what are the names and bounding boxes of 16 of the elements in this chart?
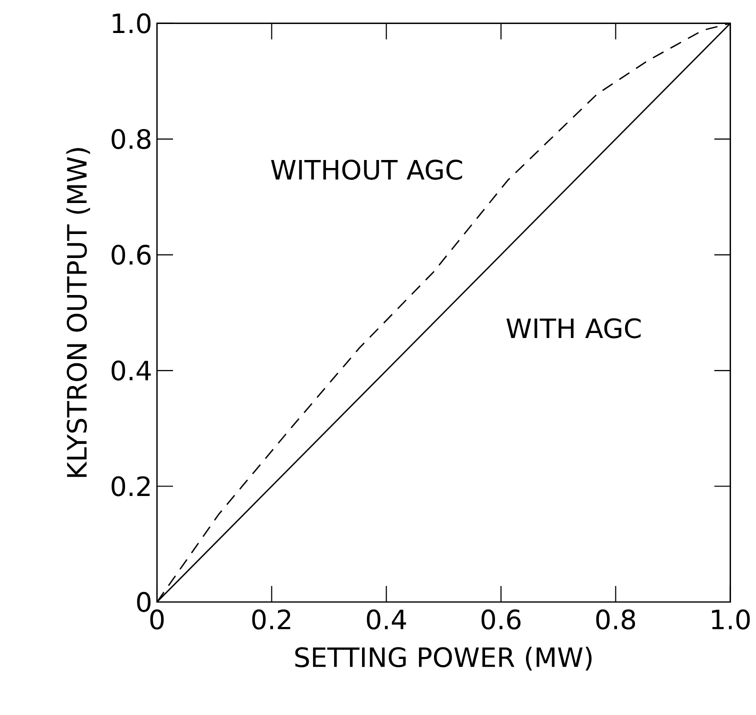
- y-tick-label: 0.4: [112, 360, 151, 381]
- x-tick-label: 1.0: [712, 609, 750, 630]
- y-axis-title: KLYSTRON OUTPUT (MW): [66, 148, 90, 477]
- series-label: WITHOUT AGC: [271, 160, 462, 180]
- x-tick-label: 0: [150, 609, 164, 630]
- x-tick-label: 0.8: [596, 609, 636, 630]
- y-tick-label: 0.8: [112, 128, 150, 150]
- y-tick-label: 0.6: [112, 244, 151, 265]
- x-axis-title: SETTING POWER (MW): [295, 646, 592, 670]
- series-label: WITH AGC: [506, 318, 641, 338]
- y-tick-label: 0: [137, 592, 151, 612]
- y-tick-label: 0.2: [112, 476, 150, 496]
- x-tick-label: 0.4: [366, 609, 406, 630]
- x-tick-label: 0.2: [252, 609, 290, 630]
- y-tick-label: 1.0: [112, 13, 151, 34]
- x-tick-label: 0.6: [482, 609, 521, 630]
